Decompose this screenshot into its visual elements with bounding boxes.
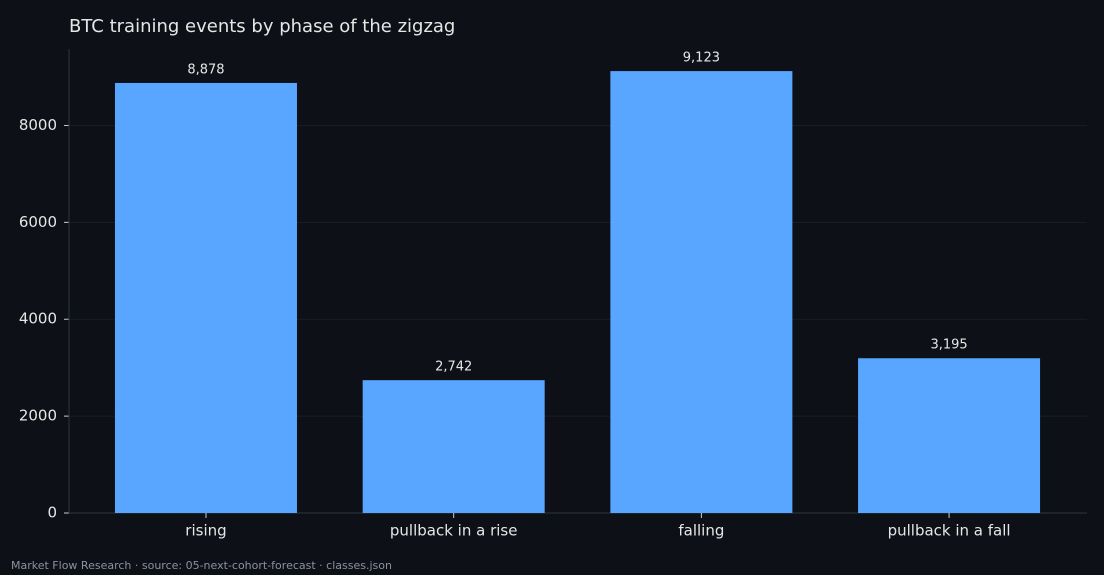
x-tick-label: falling xyxy=(678,522,724,540)
value-label: 3,195 xyxy=(930,338,967,353)
x-tick-label: pullback in a fall xyxy=(888,522,1011,540)
value-label: 9,123 xyxy=(683,51,720,66)
bar xyxy=(362,380,545,513)
value-label: 2,742 xyxy=(435,360,472,375)
x-tick-label: rising xyxy=(185,522,226,540)
y-tick-label: 2000 xyxy=(19,407,57,425)
x-tick-label: pullback in a rise xyxy=(390,522,518,540)
y-tick-label: 0 xyxy=(47,504,57,522)
value-label: 8,878 xyxy=(187,62,224,77)
bar xyxy=(858,358,1041,513)
bar xyxy=(610,71,793,513)
footnote: Market Flow Research · source: 05-next-c… xyxy=(11,559,392,572)
bar xyxy=(114,82,297,514)
y-tick-label: 8000 xyxy=(19,116,57,134)
chart-title: BTC training events by phase of the zigz… xyxy=(69,16,455,37)
y-tick-label: 6000 xyxy=(19,213,57,231)
y-tick-label: 4000 xyxy=(19,310,57,328)
